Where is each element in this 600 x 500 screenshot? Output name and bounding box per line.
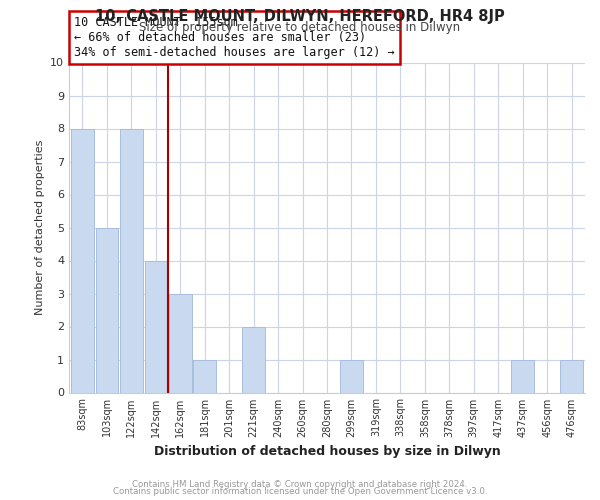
Text: Contains HM Land Registry data © Crown copyright and database right 2024.: Contains HM Land Registry data © Crown c… (132, 480, 468, 489)
Text: 10, CASTLE MOUNT, DILWYN, HEREFORD, HR4 8JP: 10, CASTLE MOUNT, DILWYN, HEREFORD, HR4 … (95, 9, 505, 24)
Y-axis label: Number of detached properties: Number of detached properties (35, 140, 44, 315)
Bar (71, 128, 94, 392)
Bar (560, 360, 583, 392)
Bar (193, 360, 216, 392)
Bar (242, 326, 265, 392)
Bar (511, 360, 534, 392)
Bar (95, 228, 118, 392)
Bar (145, 260, 167, 392)
X-axis label: Distribution of detached houses by size in Dilwyn: Distribution of detached houses by size … (154, 445, 500, 458)
Bar (340, 360, 363, 392)
Bar (120, 128, 143, 392)
Text: Contains public sector information licensed under the Open Government Licence v3: Contains public sector information licen… (113, 488, 487, 496)
Bar (169, 294, 191, 392)
Text: 10 CASTLE MOUNT: 155sqm
← 66% of detached houses are smaller (23)
34% of semi-de: 10 CASTLE MOUNT: 155sqm ← 66% of detache… (74, 16, 395, 59)
Text: Size of property relative to detached houses in Dilwyn: Size of property relative to detached ho… (139, 22, 461, 35)
